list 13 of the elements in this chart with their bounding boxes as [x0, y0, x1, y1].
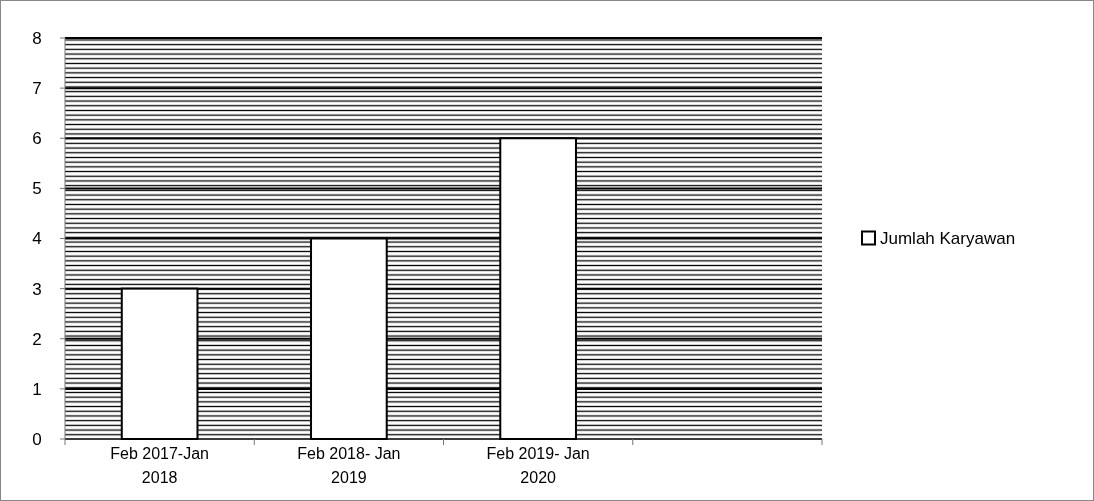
legend-label: Jumlah Karyawan	[880, 229, 1016, 249]
y-tick-label: 7	[32, 79, 42, 99]
x-tick-label: Feb 2019- Jan 2020	[486, 445, 590, 486]
y-tick-label: 1	[32, 379, 42, 399]
x-tick-label: Feb 2017-Jan 2018	[110, 445, 209, 486]
y-tick-label: 5	[32, 179, 42, 199]
y-tick-label: 4	[32, 229, 42, 249]
y-tick-label: 6	[32, 129, 42, 149]
y-tick-label: 0	[32, 429, 42, 449]
y-tick-label: 2	[32, 329, 42, 349]
y-tick-label: 8	[32, 28, 42, 48]
y-tick-label: 3	[32, 279, 42, 299]
x-tick-label: Feb 2018- Jan 2019	[297, 445, 401, 486]
